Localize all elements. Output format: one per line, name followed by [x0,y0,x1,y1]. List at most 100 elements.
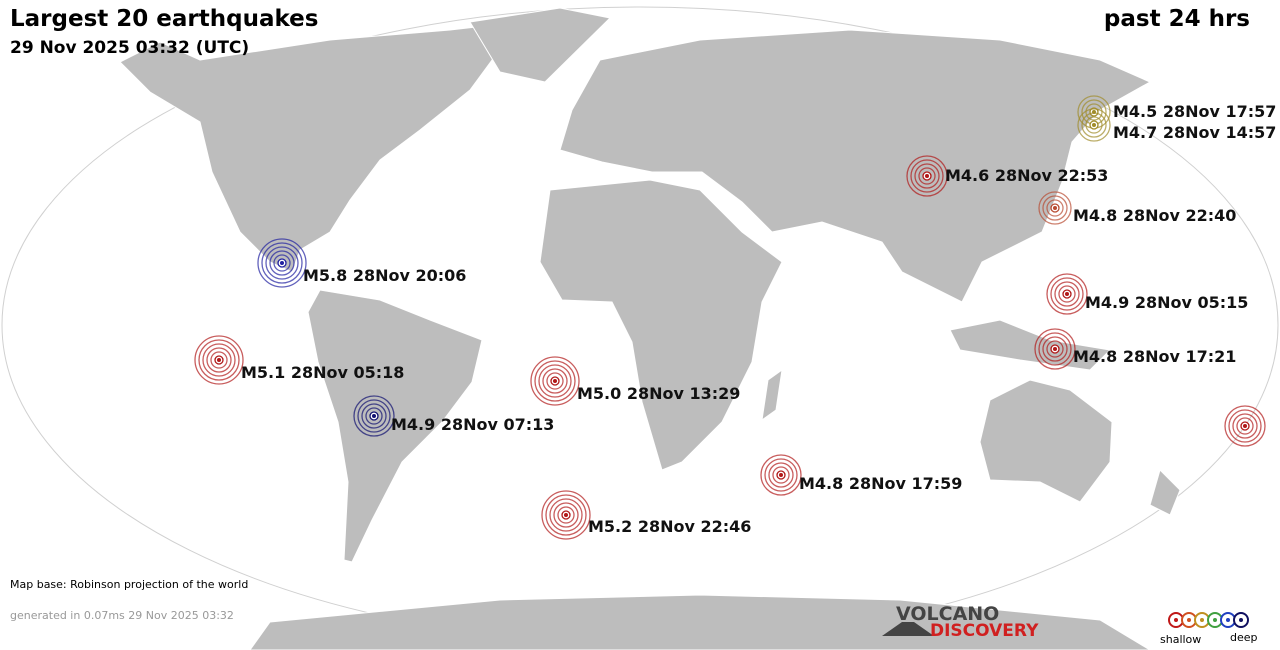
quake-ring [273,254,291,272]
quake-ring [1228,409,1262,443]
south-america [307,289,483,563]
earthquakes: M4.5 28Nov 17:57 M4.7 28Nov 14:57 M4.6 28N… [194,95,1276,540]
quake-ring [202,343,236,377]
quake-label: M5.0 28Nov 13:29 [577,384,740,403]
quake-ring [365,407,383,425]
quake-marker [1038,191,1072,225]
quake-ring [914,163,940,189]
quake-marker [760,454,802,496]
legend-dot [1187,618,1191,622]
quake-ring [768,462,794,488]
quake-ring [760,454,802,496]
quake-ring [764,458,798,492]
legend-dot [1213,618,1217,622]
quake-marker [1046,273,1088,315]
quake-ring [357,399,391,433]
quake-label: M4.8 28Nov 17:59 [799,474,962,493]
quake-ring [198,339,240,381]
quake-center [280,261,284,265]
quake-ring [545,494,587,536]
quake-ring [918,167,936,185]
quake-center [925,174,929,178]
quake-ring [538,364,572,398]
quake-center [1053,347,1057,351]
quake-label: M4.8 28Nov 17:21 [1073,347,1236,366]
quake-ring [1081,112,1107,138]
legend-dot [1200,618,1204,622]
quake-ring [557,506,575,524]
quake-center [1053,206,1057,210]
quake-center [564,513,568,517]
quake-ring [361,403,387,429]
logo-line2: DISCOVERY [930,621,1039,641]
africa [539,179,783,471]
quake-label: M5.8 28Nov 20:06 [303,266,466,285]
legend-shallow: shallow [1160,633,1201,646]
title: Largest 20 earthquakes [10,6,318,32]
quake-center [779,473,783,477]
quake-center [553,379,557,383]
quake-ring [1085,116,1103,134]
quake-label: M4.9 28Nov 07:13 [391,415,554,434]
quake-marker [257,238,307,288]
generated-note: generated in 0.07ms 29 Nov 2025 03:32 [10,609,234,622]
quake-ring [1046,340,1064,358]
quake-label: M5.1 28Nov 05:18 [241,363,404,382]
period: past 24 hrs [1104,6,1250,32]
quake-ring [353,395,395,437]
quake-label: M5.2 28Nov 22:46 [588,517,751,536]
quake-ring [257,238,307,288]
quake-ring [1042,195,1068,221]
quake-ring [194,335,244,385]
quake-ring [206,347,232,373]
logo-line1: VOLCANO [896,603,999,625]
quake-marker [353,395,395,437]
quake-center [217,358,221,362]
legend [1168,612,1249,628]
quake-marker [1034,328,1076,370]
quake-label: M4.8 28Nov 22:40 [1073,206,1236,225]
quake-ring [1236,417,1254,435]
quake-ring [269,250,295,276]
antarctica [249,594,1151,650]
quake-center [1065,292,1069,296]
quake-marker [530,356,580,406]
quake-marker [541,490,591,540]
legend-dot [1239,618,1243,622]
quake-label: M4.6 28Nov 22:53 [945,166,1108,185]
map-base-note: Map base: Robinson projection of the wor… [10,578,248,591]
quake-center [1092,123,1096,127]
legend-dot [1174,618,1178,622]
quake-center [1243,424,1247,428]
quake-ring [549,498,583,532]
quake-marker [1077,108,1111,142]
quake-label: M4.9 28Nov 05:15 [1085,293,1248,312]
land [119,7,1181,650]
quake-ring [530,356,580,406]
logo-mountain [882,622,934,636]
quake-ring [1077,108,1111,142]
quake-label: M4.5 28Nov 17:57 [1113,102,1276,121]
quake-ring [1038,191,1072,225]
quake-ring [210,351,228,369]
australia [979,379,1113,503]
quake-center [372,414,376,418]
quake-ring [1042,336,1068,362]
quake-ring [1232,413,1258,439]
quake-ring [1085,103,1103,121]
quake-ring [542,368,568,394]
quake-ring [261,242,303,284]
indonesia [949,319,1112,371]
quake-ring [910,159,944,193]
quake-ring [1050,277,1084,311]
quake-ring [541,490,591,540]
quake-ring [1038,332,1072,366]
new-zealand [1149,469,1181,516]
quake-ring [1046,199,1064,217]
quake-ring [1034,328,1076,370]
quake-ring [553,502,579,528]
quake-ring [546,372,564,390]
subtitle: 29 Nov 2025 03:32 (UTC) [10,38,249,58]
